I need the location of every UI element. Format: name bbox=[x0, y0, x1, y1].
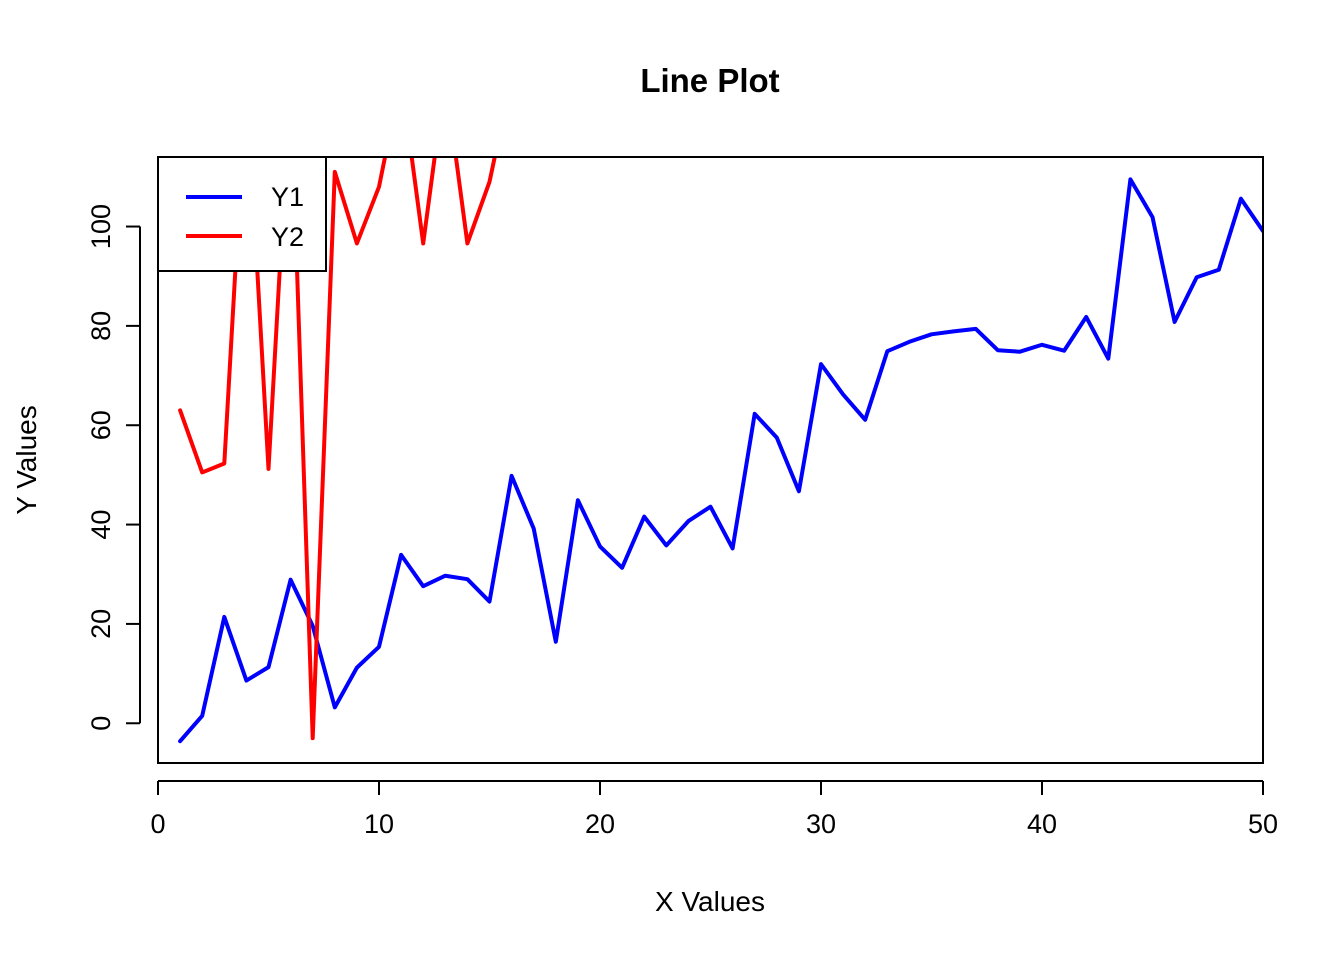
legend-label-y1: Y1 bbox=[271, 182, 304, 212]
legend-label-y2: Y2 bbox=[271, 222, 304, 252]
x-tick-label: 30 bbox=[806, 809, 836, 839]
plot-frame bbox=[157, 156, 1264, 764]
legend-box bbox=[157, 156, 327, 272]
y-axis-label: Y Values bbox=[11, 405, 42, 514]
x-tick-label: 10 bbox=[364, 809, 394, 839]
series-layer bbox=[178, 157, 1263, 744]
y-tick-label: 60 bbox=[86, 410, 116, 440]
x-tick-label: 40 bbox=[1027, 809, 1057, 839]
x-tick-label: 20 bbox=[585, 809, 615, 839]
x-tick-label: 0 bbox=[150, 809, 165, 839]
y-tick-label: 20 bbox=[86, 609, 116, 639]
y-tick-label: 80 bbox=[86, 311, 116, 341]
y-tick-label: 40 bbox=[86, 510, 116, 540]
x-tick-label: 50 bbox=[1248, 809, 1278, 839]
x-axis-label: X Values bbox=[655, 886, 765, 917]
legend: Y1 Y2 bbox=[157, 156, 327, 272]
chart-title: Line Plot bbox=[640, 62, 779, 99]
y-axis: 0 20 40 60 80 100 bbox=[86, 204, 141, 731]
y-tick-label: 0 bbox=[86, 716, 116, 731]
x-axis: 0 10 20 30 40 50 bbox=[150, 780, 1278, 839]
y-tick-label: 100 bbox=[86, 204, 116, 249]
series-line-y1 bbox=[178, 177, 1263, 744]
